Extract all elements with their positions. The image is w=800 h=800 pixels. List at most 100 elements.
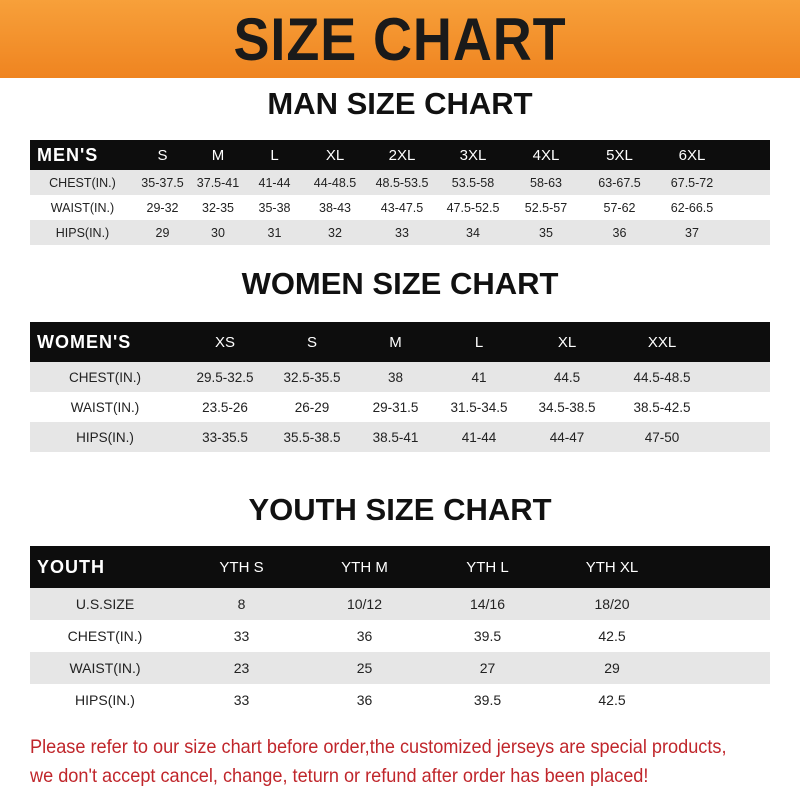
measurement-value: 33 (233, 628, 250, 644)
size-column-header: YTH XL (585, 558, 639, 576)
measurement-value: 42.5 (598, 692, 626, 708)
measurement-value: 38-43 (319, 200, 351, 215)
measurement-value: 10/12 (346, 596, 383, 612)
table-row: HIPS(IN.) 33-35.5 35.5-38.5 38.5-41 41-44 44-… (30, 422, 770, 452)
measurement-value: 29-31.5 (372, 399, 419, 415)
measurement-label: HIPS(IN.) (76, 429, 134, 445)
women-title: WOMEN SIZE CHART (241, 266, 559, 301)
measurement-value: 26-29 (294, 399, 330, 415)
size-column-header: 3XL (459, 146, 487, 164)
size-column-header: XS (214, 333, 235, 351)
size-column-header: 5XL (606, 146, 633, 164)
measurement-value: 29-32 (146, 200, 179, 215)
size-column-header: L (474, 333, 484, 351)
measurement-value: 39.5 (473, 692, 502, 708)
measurement-value: 44-48.5 (313, 175, 357, 190)
measurement-value: 33 (233, 692, 250, 708)
measurement-value: 43-47.5 (380, 200, 424, 215)
measurement-value: 41 (471, 369, 487, 385)
measurement-value: 38.5-42.5 (633, 399, 691, 415)
measurement-value: 42.5 (598, 628, 626, 644)
men-title: MAN SIZE CHART (267, 86, 533, 121)
table-row: HIPS(IN.) 33 36 39.5 42.5 (30, 684, 770, 716)
measurement-label: U.S.SIZE (75, 596, 135, 612)
table-row: CHEST(IN.) 29.5-32.5 32.5-35.5 38 41 44.5 44.5… (30, 362, 770, 392)
measurement-value: 14/16 (469, 596, 506, 612)
measurement-value: 35-37.5 (141, 175, 184, 190)
table-row: CHEST(IN.) 35-37.5 37.5-41 41-44 44-48.5 48.5… (30, 170, 770, 195)
measurement-value: 23.5-26 (202, 399, 248, 415)
youth-title: YOUTH SIZE CHART (248, 492, 552, 527)
measurement-value: 27 (479, 660, 496, 676)
table-row: WAIST(IN.) 29-32 32-35 35-38 38-43 43-47.5 47.… (30, 195, 770, 220)
measurement-value: 44.5 (553, 369, 581, 385)
measurement-value: 44-47 (549, 429, 585, 445)
measurement-value: 29.5-32.5 (196, 369, 254, 385)
measurement-value: 18/20 (594, 596, 630, 612)
measurement-label: CHEST(IN.) (67, 628, 143, 644)
measurement-value: 58-63 (530, 175, 562, 190)
size-column-header: YTH L (466, 558, 509, 576)
measurement-value: 23 (233, 660, 250, 676)
measurement-value: 52.5-57 (524, 200, 568, 215)
measurement-value: 35 (539, 225, 553, 240)
notice-line-2: we don't accept cancel, change, teturn o… (30, 765, 649, 787)
measurement-label: WAIST(IN.) (50, 200, 115, 215)
size-column-header: XL (557, 333, 577, 351)
measurement-value: 36 (356, 692, 373, 708)
measurement-label: CHEST(IN.) (69, 369, 141, 385)
table-header-label: WOMEN'S (37, 331, 132, 352)
measurement-value: 67.5-72 (670, 175, 714, 190)
measurement-value: 37.5-41 (196, 175, 240, 190)
measurement-value: 32.5-35.5 (283, 369, 341, 385)
measurement-value: 53.5-58 (451, 175, 495, 190)
measurement-value: 47.5-52.5 (446, 200, 500, 215)
measurement-value: 57-62 (603, 200, 636, 215)
measurement-label: WAIST(IN.) (70, 399, 140, 415)
size-column-header: M (211, 146, 225, 164)
measurement-value: 33 (395, 225, 409, 240)
measurement-value: 38.5-41 (372, 429, 419, 445)
table-header-row: YOUTH YTH S YTH M YTH L YTH XL (30, 546, 770, 588)
table-header-label: MEN'S (37, 144, 99, 165)
table-header-row: WOMEN'S XS S M L XL XXL (30, 322, 770, 362)
measurement-label: CHEST(IN.) (49, 175, 116, 190)
table-row: WAIST(IN.) 23.5-26 26-29 29-31.5 31.5-34.5 34… (30, 392, 770, 422)
measurement-value: 34.5-38.5 (538, 399, 596, 415)
measurement-value: 63-67.5 (598, 175, 641, 190)
table-row: U.S.SIZE 8 10/12 14/16 18/20 (30, 588, 770, 620)
measurement-value: 32-35 (202, 200, 234, 215)
table-row: HIPS(IN.) 29 30 31 32 33 34 35 36 37 (30, 220, 770, 245)
measurement-value: 47-50 (644, 429, 680, 445)
size-column-header: 4XL (532, 146, 560, 164)
table-row: WAIST(IN.) 23 25 27 29 (30, 652, 770, 684)
size-column-header: YTH S (219, 558, 264, 576)
men-size-table: MEN'S S M L XL 2XL 3XL 4XL 5XL 6XL CHEST(IN.) 35-37… (30, 140, 770, 245)
measurement-value: 33-35.5 (202, 429, 248, 445)
banner-title: SIZE CHART (233, 5, 567, 73)
measurement-value: 32 (328, 225, 342, 240)
table-header-label: YOUTH (37, 556, 105, 577)
size-column-header: YTH M (341, 558, 388, 576)
measurement-value: 34 (466, 225, 480, 240)
measurement-value: 36 (356, 628, 373, 644)
size-column-header: 6XL (678, 146, 706, 164)
measurement-value: 41-44 (461, 429, 497, 445)
size-column-header: XL (325, 146, 345, 164)
measurement-value: 39.5 (473, 628, 502, 644)
measurement-value: 35-38 (258, 200, 291, 215)
measurement-value: 31 (267, 225, 282, 240)
measurement-value: 35.5-38.5 (283, 429, 341, 445)
measurement-value: 30 (211, 225, 225, 240)
measurement-label: WAIST(IN.) (69, 660, 141, 676)
measurement-value: 36 (612, 225, 627, 240)
size-column-header: 2XL (388, 146, 416, 164)
measurement-value: 29 (155, 225, 170, 240)
measurement-value: 62-66.5 (670, 200, 714, 215)
notice-line-1: Please refer to our size chart before or… (30, 736, 727, 758)
women-size-table: WOMEN'S XS S M L XL XXL CHEST(IN.) 29.5-32.5 32.5… (30, 322, 770, 452)
size-column-header: S (157, 146, 168, 164)
youth-size-table: YOUTH YTH S YTH M YTH L YTH XL U.S.SIZE 8 10/12… (30, 546, 770, 716)
size-column-header: S (306, 333, 317, 351)
measurement-value: 37 (685, 225, 699, 240)
